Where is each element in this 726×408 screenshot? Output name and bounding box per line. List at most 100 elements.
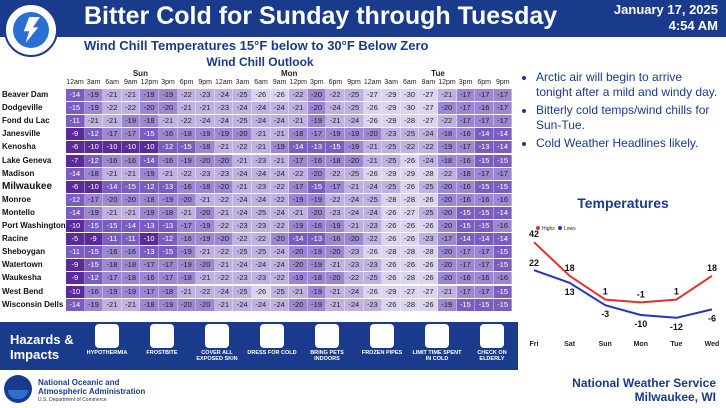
wind-chill-cell: -13 [140,246,159,259]
issue-date: January 17, 2025 [613,2,718,17]
wind-chill-cell: -14 [121,220,141,232]
wind-chill-cell: -16 [475,193,494,206]
wind-chill-cell: -28 [400,298,420,311]
wind-chill-cell: -21 [289,102,308,115]
wind-chill-cell: -28 [382,246,401,259]
hazard-label: LIMIT TIME SPENT IN COLD [412,350,462,362]
wind-chill-cell: -22 [345,272,364,285]
wind-chill-cell: -24 [345,285,364,298]
wind-chill-cell: -14 [66,89,85,101]
wind-chill-cell: -21 [159,167,178,180]
wind-chill-cell: -21 [438,285,457,298]
bullet-item: Arctic air will begin to arrive tonight … [536,70,720,100]
wind-chill-cell: -21 [270,128,290,141]
hazard-label: CHECK ON ELDERLY [477,350,507,362]
wind-chill-cell: -16 [493,220,513,232]
wind-chill-cell: -29 [382,115,401,128]
wind-chill-cell: -25 [419,206,438,219]
wind-chill-cell: -22 [233,233,252,246]
hour-header: 9am [123,79,138,86]
wind-chill-cell: -18 [121,259,141,272]
hazard-label: FROZEN PIPES [361,350,403,356]
wind-chill-cell: -10 [103,141,122,154]
highs-series-data-label: 1 [603,287,608,297]
x-tick-label: Tue [670,341,682,348]
wind-chill-cell: -18 [326,154,345,167]
hazards-bar: Hazards & Impacts HYPOTHERMIA FROSTBITE CO… [0,322,518,370]
wind-chill-cell: -18 [177,272,197,285]
wind-chill-cell: -26 [382,233,401,246]
paw-icon [315,324,339,348]
wind-chill-cell: -29 [382,102,401,115]
wind-chill-cell: -16 [140,272,159,285]
hour-header: 12pm [140,79,159,86]
hour-header: 9am [421,79,436,86]
wind-chill-cell: -17 [121,128,141,141]
table-row: Kenosha -6 -10 -10 -10 -10 -12 -15 -18 -21 -22 -21-… [0,141,516,154]
wind-chill-cell: -17 [475,246,494,259]
wind-chill-cell: -18 [121,272,141,285]
wind-chill-cell: -20 [196,298,215,311]
day-header: Tue [431,69,445,78]
wind-chill-cell: -23 [196,167,215,180]
wind-chill-cell: -25 [345,89,364,101]
wind-chill-cell: -24 [270,167,290,180]
highs-series-line [533,241,713,304]
wind-chill-cell: -18 [159,285,178,298]
wind-chill-cell: -24 [363,180,383,193]
wind-chill-cell: -26 [419,298,438,311]
wind-chill-cell: -26 [400,180,420,193]
wind-chill-cell: -18 [140,193,159,206]
table-row: Fond du Lac -11 -21 -21 -19 -18 -21 -22 -24 -24 -2… [0,115,516,128]
wind-chill-cell: -17 [103,272,122,285]
wind-chill-cell: -22 [177,167,197,180]
wind-chill-cell: -24 [326,102,345,115]
wind-chill-cell: -24 [270,298,290,311]
wind-chill-cell: -20 [307,206,327,219]
wind-chill-cell: -16 [177,233,197,246]
wind-chill-cell: -21 [103,89,122,101]
wind-chill-cell: -19 [196,220,215,232]
wind-chill-cell: -20 [233,128,252,141]
wind-chill-cell: -16 [103,154,122,167]
wind-chill-cell: -24 [233,102,252,115]
hazard-item: LIMIT TIME SPENT IN COLD [410,324,464,362]
pipe-icon [370,324,394,348]
wind-chill-cell: -24 [270,206,290,219]
wind-chill-cell: -14 [456,233,476,246]
wind-chill-cell: -10 [66,220,85,232]
wind-chill-cell: -19 [307,115,327,128]
wind-chill-cell: -18 [438,154,457,167]
wind-chill-cell: -26 [382,220,401,232]
wind-chill-cell: -19 [140,206,159,219]
wind-chill-cell: -26 [400,220,420,232]
wind-chill-cell: -15 [475,206,494,219]
wind-chill-cell: -23 [326,206,345,219]
wind-chill-cell: -22 [326,193,345,206]
wind-chill-cell: -25 [252,246,271,259]
wind-chill-cell: -16 [307,220,327,232]
wind-chill-cell: -19 [307,193,327,206]
wind-chill-cell: -25 [382,141,401,154]
wind-chill-cell: -20 [363,128,383,141]
wind-chill-cell: -21 [103,167,122,180]
wind-chill-cell: -15 [493,259,513,272]
highs-series-data-label: 18 [565,263,575,273]
table-row: West Bend -10 -16 -19 -19 -17 -18 -21 -22 -24 -25-… [0,285,516,298]
wind-chill-cell: -21 [326,259,345,272]
wind-chill-cell: -19 [289,193,308,206]
issue-datetime: January 17, 2025 4:54 AM [614,2,718,34]
wind-chill-cell: -15 [84,220,104,232]
wind-chill-cell: -22 [438,115,457,128]
wind-chill-cell: -21 [363,141,383,154]
wind-chill-cell: -17 [438,233,457,246]
wind-chill-cell: -25 [363,272,383,285]
wind-chill-cell: -24 [252,193,271,206]
wind-chill-cell: -17 [493,89,513,101]
wind-chill-cell: -25 [233,89,252,101]
table-row: Lake Geneva -7 -12 -16 -16 -14 -16 -19 -20 -20 -21… [0,154,516,167]
wind-chill-cell: -17 [140,285,159,298]
wind-chill-cell: -22 [289,167,308,180]
wind-chill-cell: -21 [103,206,122,219]
wind-chill-cell: -16 [121,154,141,167]
